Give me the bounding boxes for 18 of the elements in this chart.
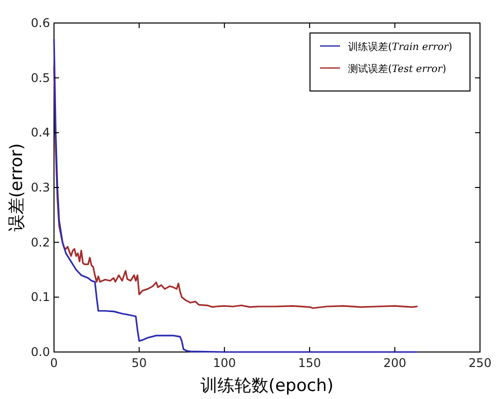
x-tick-label: 200 (383, 356, 406, 370)
y-tick-label: 0.1 (30, 290, 50, 304)
x-axis-title: 训练轮数(epoch) (200, 376, 334, 396)
legend-label: 测试误差(Test error) (348, 63, 446, 75)
x-tick-label: 150 (298, 356, 322, 370)
x-tick-label: 100 (212, 356, 236, 370)
line-series (53, 38, 418, 353)
y-tick-label: 0.3 (30, 180, 50, 194)
x-tick-label: 50 (132, 356, 147, 370)
y-tick-label: 0.6 (30, 16, 50, 30)
y-axis-title: 误差(error) (7, 143, 27, 232)
x-tick-label: 0 (50, 356, 58, 370)
y-tick-label: 0.4 (30, 126, 50, 140)
y-tick-label: 0.5 (30, 70, 50, 85)
legend-label: 训练误差(Train error) (348, 41, 452, 53)
y-tick-label: 0.2 (30, 235, 50, 250)
y-tick-label: 0.0 (30, 345, 50, 359)
x-tick-label: 250 (468, 356, 492, 370)
